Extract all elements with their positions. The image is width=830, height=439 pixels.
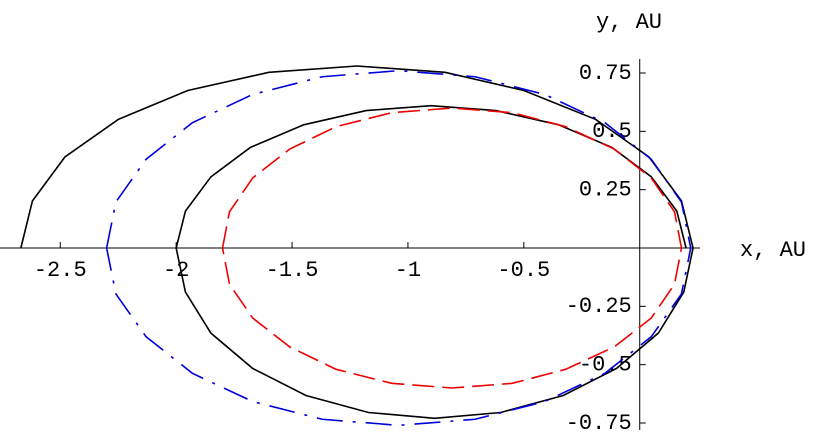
curve [105,69,692,427]
x-tick-label: -1.5 [266,258,319,283]
x-tick-label: -2 [163,258,189,283]
y-tick-label: 0.75 [579,61,632,86]
y-tick-label: 0.25 [579,177,632,202]
y-axis-label: y, AU [596,10,662,35]
y-tick-label: -0.75 [566,411,632,436]
x-tick-label: -1 [395,258,421,283]
x-tick-label: -0.5 [497,258,550,283]
y-tick-label: -0.25 [566,294,632,319]
x-axis-label: x, AU [740,238,806,263]
curve [221,107,683,389]
x-tick-label: -2.5 [34,258,87,283]
curve [20,65,694,420]
